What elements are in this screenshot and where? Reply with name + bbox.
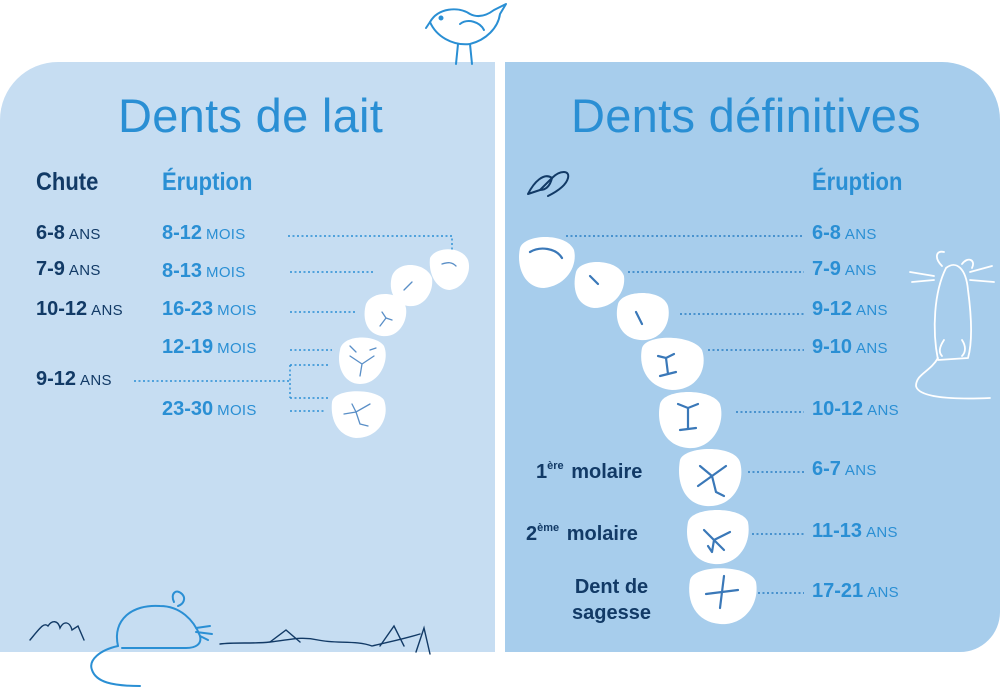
baby-eruption-value-4: 12-19 MOIS — [162, 336, 257, 358]
chute-value-1: 6-8 ANS — [36, 222, 101, 244]
baby-teeth-panel — [0, 62, 495, 652]
second-molar-label: 2ème molaire — [526, 522, 638, 545]
permanent-eruption-value-3: 9-12 ANS — [812, 298, 888, 320]
baby-eruption-value-2: 8-13 MOIS — [162, 260, 246, 282]
baby-eruption-value-5: 23-30 MOIS — [162, 398, 257, 420]
permanent-eruption-value-1: 6-8 ANS — [812, 222, 877, 244]
permanent-eruption-value-2: 7-9 ANS — [812, 258, 877, 280]
chute-value-3: 10-12 ANS — [36, 298, 123, 320]
baby-eruption-header: Éruption — [162, 168, 253, 196]
chute-value-4: 9-12 ANS — [36, 368, 112, 390]
baby-eruption-value-1: 8-12 MOIS — [162, 222, 246, 244]
wisdom-tooth-label: Dent de sagesse — [572, 576, 651, 624]
permanent-eruption-value-6: 6-7 ANS — [812, 458, 877, 480]
permanent-eruption-value-8: 17-21 ANS — [812, 580, 899, 602]
permanent-eruption-header: Éruption — [812, 168, 903, 196]
permanent-eruption-value-5: 10-12 ANS — [812, 398, 899, 420]
baby-teeth-title: Dents de lait — [118, 89, 384, 142]
permanent-teeth-panel — [505, 62, 1000, 652]
permanent-eruption-value-4: 9-10 ANS — [812, 336, 888, 358]
chute-header: Chute — [36, 168, 99, 196]
first-molar-label: 1ère molaire — [536, 460, 643, 483]
baby-eruption-value-3: 16-23 MOIS — [162, 298, 257, 320]
permanent-teeth-title: Dents définitives — [571, 89, 921, 142]
permanent-eruption-value-7: 11-13 ANS — [812, 520, 898, 542]
chute-value-2: 7-9 ANS — [36, 258, 101, 280]
bird-icon — [425, 3, 507, 65]
